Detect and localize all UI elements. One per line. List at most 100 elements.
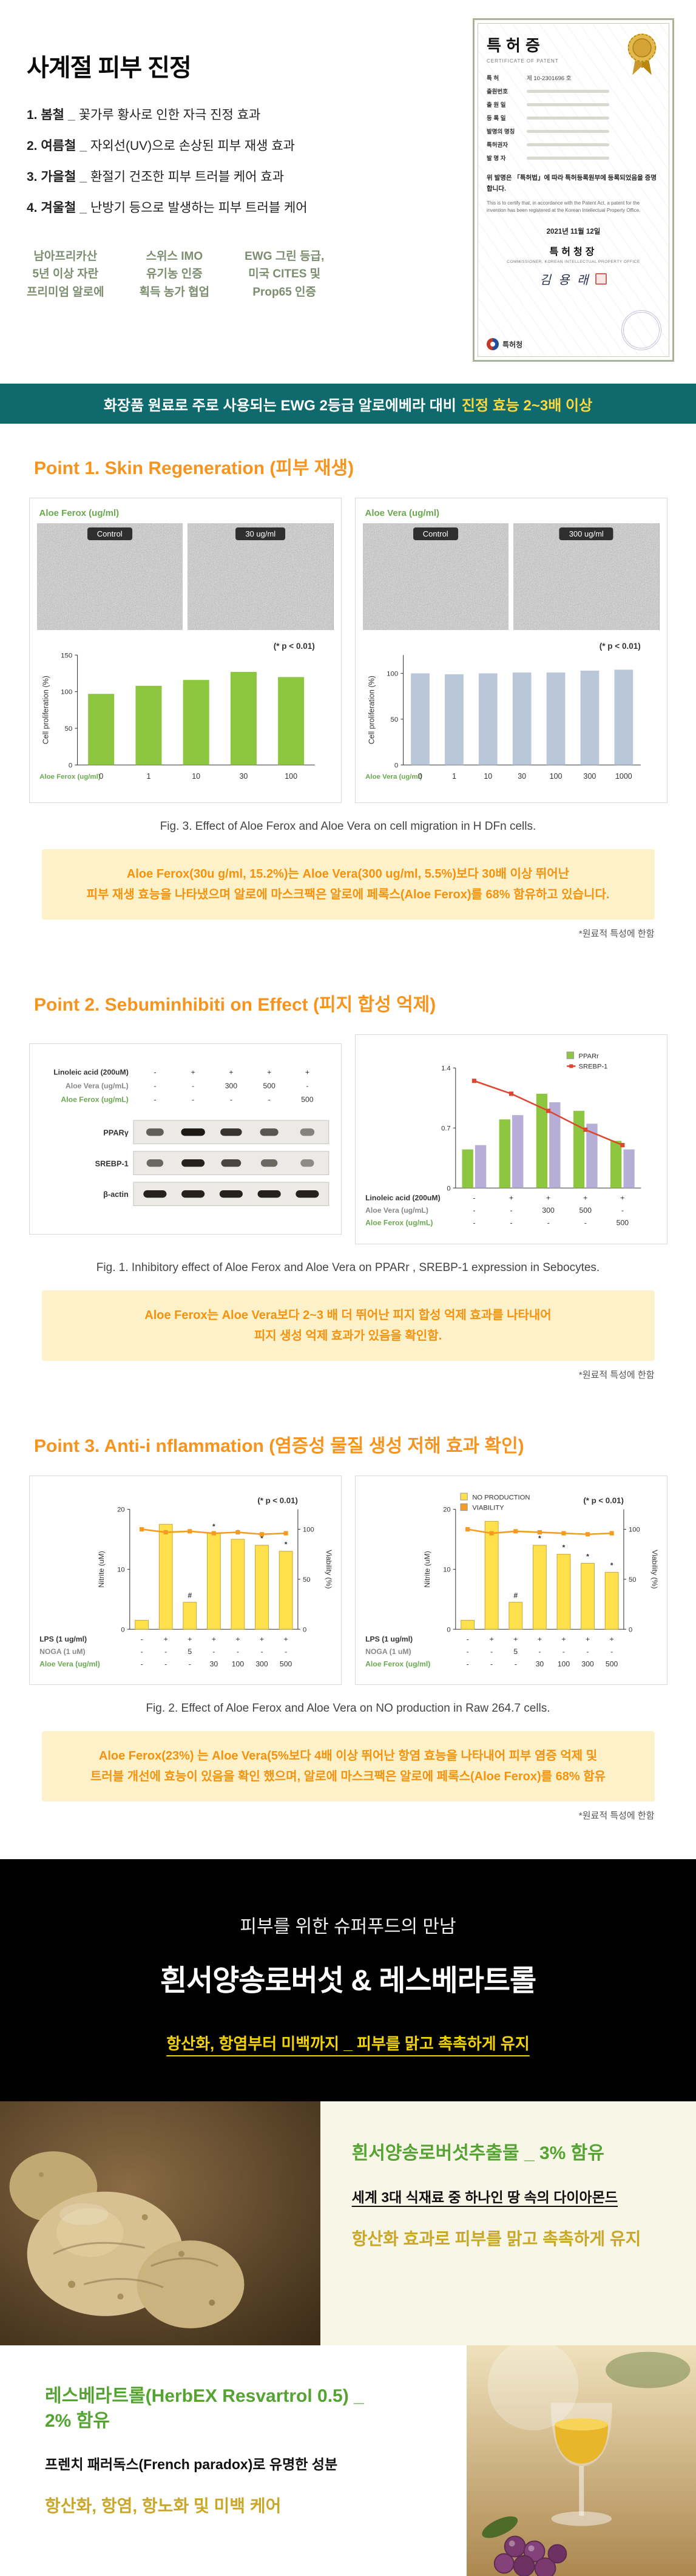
microscopy-image: Control [37, 523, 183, 630]
svg-text:-: - [514, 1659, 516, 1668]
separator: _ [76, 201, 90, 215]
list-item-text: 난방기 등으로 발생하는 피부 트러블 케어 [90, 201, 308, 215]
list-item-text: 환절기 건조한 피부 트러블 케어 효과 [90, 170, 284, 184]
svg-text:(* p < 0.01): (* p < 0.01) [599, 642, 640, 651]
list-item-text: 자외선(UV)으로 손상된 피부 재생 효과 [90, 139, 295, 153]
svg-text:1: 1 [146, 772, 150, 781]
point3-heading: Point 3. Anti-i nflammation (염증성 물질 생성 저… [34, 1431, 678, 1457]
svg-text:Aloe Ferox (ug/ml): Aloe Ferox (ug/ml) [39, 773, 101, 781]
svg-text:500: 500 [279, 1659, 292, 1668]
banner-highlight-text: 진정 효능 2~3배 이상 [462, 393, 592, 415]
svg-text:+: + [561, 1635, 566, 1643]
svg-text:+: + [235, 1635, 240, 1643]
svg-text:500: 500 [263, 1082, 275, 1090]
separator: _ [76, 139, 90, 153]
svg-text:300: 300 [225, 1082, 237, 1090]
svg-text:30: 30 [518, 772, 526, 781]
svg-text:+: + [188, 1635, 192, 1643]
resveratrol-subtitle: 프렌치 패러독스(French paradox)로 유명한 성분 [45, 2453, 454, 2473]
kipo-office: 특허청 [487, 338, 522, 350]
svg-text:-: - [584, 1218, 586, 1227]
certificate-date: 2021년 11월 12일 [487, 226, 660, 236]
svg-text:NOGA (1 uM): NOGA (1 uM) [39, 1647, 86, 1656]
svg-text:SREBP-1: SREBP-1 [578, 1063, 607, 1071]
svg-text:*: * [538, 1534, 541, 1542]
svg-text:+: + [191, 1068, 195, 1077]
svg-text:500: 500 [605, 1659, 618, 1668]
certificate-field: 발 명 자 [487, 154, 660, 162]
svg-text:100: 100 [629, 1526, 640, 1533]
truffle-title: 흰서양송로버섯추출물 _ 3% 함유 [352, 2141, 674, 2166]
svg-text:1000: 1000 [615, 772, 632, 781]
certificate-footer: 특허청 [487, 310, 661, 350]
svg-text:-: - [562, 1647, 564, 1656]
svg-text:+: + [489, 1635, 493, 1643]
point1-highlight-box: Aloe Ferox(30u g/ml, 15.2%)는 Aloe Vera(3… [42, 849, 655, 920]
svg-text:10: 10 [484, 772, 492, 781]
svg-text:0.7: 0.7 [441, 1125, 451, 1133]
list-item-lead: 3. 가을철 [27, 170, 76, 184]
badge-ewg: EWG 그린 등급, 미국 CITES 및 Prop65 인증 [245, 248, 324, 301]
svg-text:-: - [164, 1659, 167, 1668]
kipo-office-label: 특허청 [502, 339, 522, 350]
svg-text:0: 0 [68, 762, 72, 769]
hero-section: 사계절 피부 진정 1. 봄철_꽃가루 황사로 인한 자극 진정 효과 2. 여… [0, 0, 696, 384]
svg-text:LPS (1 ug/ml): LPS (1 ug/ml) [39, 1635, 87, 1643]
svg-text:*: * [610, 1561, 613, 1570]
svg-text:Viability (%): Viability (%) [650, 1550, 658, 1588]
wine-glass-image [467, 2345, 696, 2576]
western-blot-panel: Linoleic acid (200uM)-++++Aloe Vera (ug/… [29, 1043, 342, 1235]
svg-text:-: - [490, 1647, 493, 1656]
point2-figure: Linoleic acid (200uM)-++++Aloe Vera (ug/… [18, 1034, 678, 1244]
svg-text:100: 100 [557, 1659, 570, 1668]
point3-caption: Fig. 2. Effect of Aloe Ferox and Aloe Ve… [18, 1702, 678, 1715]
list-item-text: 꽃가루 황사로 인한 자극 진정 효과 [79, 108, 261, 122]
round-stamp-icon [621, 310, 661, 350]
svg-text:+: + [283, 1635, 288, 1643]
svg-text:-: - [236, 1647, 238, 1656]
svg-text:+: + [163, 1635, 167, 1643]
svg-text:0: 0 [303, 1626, 306, 1633]
svg-text:-: - [473, 1206, 475, 1215]
truffle-photo [0, 2101, 320, 2345]
list-item-lead: 4. 겨울철 [27, 201, 76, 215]
comparison-banner: 화장품 원료로 주로 사용되는 EWG 2등급 알로에베라 대비 진정 효능 2… [0, 384, 696, 424]
truffle-benefit: 항산화 효과로 피부를 맑고 촉촉하게 유지 [352, 2226, 674, 2250]
point2-caption: Fig. 1. Inhibitory effect of Aloe Ferox … [18, 1261, 678, 1275]
svg-text:+: + [585, 1635, 589, 1643]
svg-text:-: - [610, 1647, 613, 1656]
badge-organic: 스위스 IMO 유기농 인증 획득 농가 협업 [140, 248, 209, 301]
svg-text:0: 0 [629, 1626, 632, 1633]
svg-text:Viability (%): Viability (%) [324, 1550, 333, 1588]
svg-text:30: 30 [239, 772, 248, 781]
svg-text:-: - [192, 1096, 194, 1104]
svg-text:150: 150 [61, 652, 72, 659]
svg-text:PPARγ: PPARγ [103, 1128, 129, 1137]
svg-text:+: + [609, 1635, 613, 1643]
svg-text:5: 5 [513, 1647, 518, 1656]
wine-photo [467, 2345, 696, 2576]
svg-text:-: - [473, 1194, 475, 1202]
commissioner-title: 특허청장 [487, 243, 660, 258]
svg-text:+: + [305, 1068, 309, 1077]
white-truffle-image [0, 2101, 320, 2345]
svg-text:-: - [140, 1647, 143, 1656]
svg-text:500: 500 [616, 1218, 629, 1227]
svg-text:0: 0 [447, 1185, 450, 1192]
svg-text:10: 10 [192, 772, 200, 781]
svg-text:500: 500 [579, 1206, 592, 1215]
banner-text: 화장품 원료로 주로 사용되는 EWG 2등급 알로에베라 대비 [104, 393, 456, 415]
truffle-section: 흰서양송로버섯추출물 _ 3% 함유 세계 3대 식재료 중 하나인 땅 속의 … [0, 2101, 696, 2345]
svg-text:(* p < 0.01): (* p < 0.01) [273, 642, 314, 651]
svg-text:-: - [586, 1647, 589, 1656]
svg-text:β-actin: β-actin [103, 1190, 129, 1199]
svg-text:-: - [473, 1218, 475, 1227]
